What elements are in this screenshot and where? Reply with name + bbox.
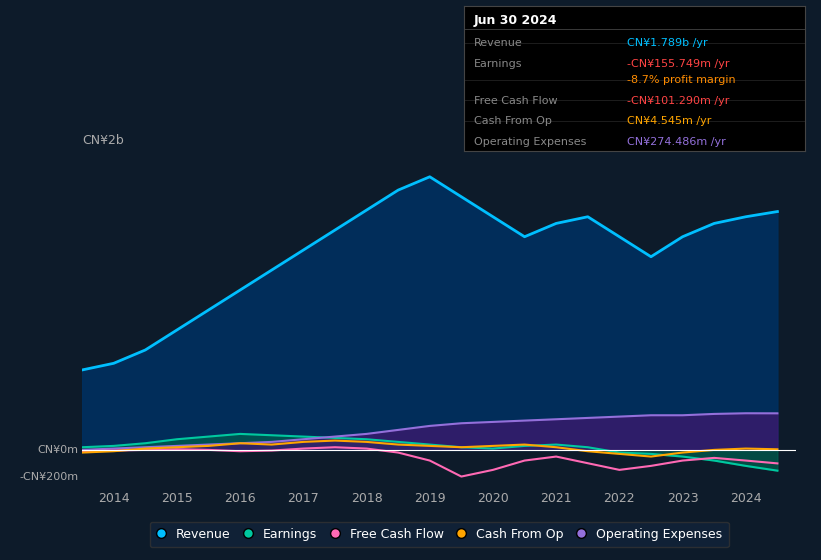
- Text: CN¥4.545m /yr: CN¥4.545m /yr: [627, 116, 712, 126]
- Text: CN¥2b: CN¥2b: [82, 134, 124, 147]
- Text: Free Cash Flow: Free Cash Flow: [474, 96, 557, 106]
- Text: Jun 30 2024: Jun 30 2024: [474, 15, 557, 27]
- Text: Revenue: Revenue: [474, 38, 523, 48]
- Text: -CN¥155.749m /yr: -CN¥155.749m /yr: [627, 59, 730, 69]
- Text: CN¥1.789b /yr: CN¥1.789b /yr: [627, 38, 708, 48]
- Legend: Revenue, Earnings, Free Cash Flow, Cash From Op, Operating Expenses: Revenue, Earnings, Free Cash Flow, Cash …: [149, 521, 729, 547]
- Text: -CN¥101.290m /yr: -CN¥101.290m /yr: [627, 96, 730, 106]
- Text: CN¥274.486m /yr: CN¥274.486m /yr: [627, 137, 726, 147]
- Text: -8.7% profit margin: -8.7% profit margin: [627, 76, 736, 86]
- Text: CN¥0m: CN¥0m: [38, 445, 79, 455]
- Text: Earnings: Earnings: [474, 59, 523, 69]
- Text: Operating Expenses: Operating Expenses: [474, 137, 586, 147]
- Text: -CN¥200m: -CN¥200m: [20, 472, 79, 482]
- Text: Cash From Op: Cash From Op: [474, 116, 552, 126]
